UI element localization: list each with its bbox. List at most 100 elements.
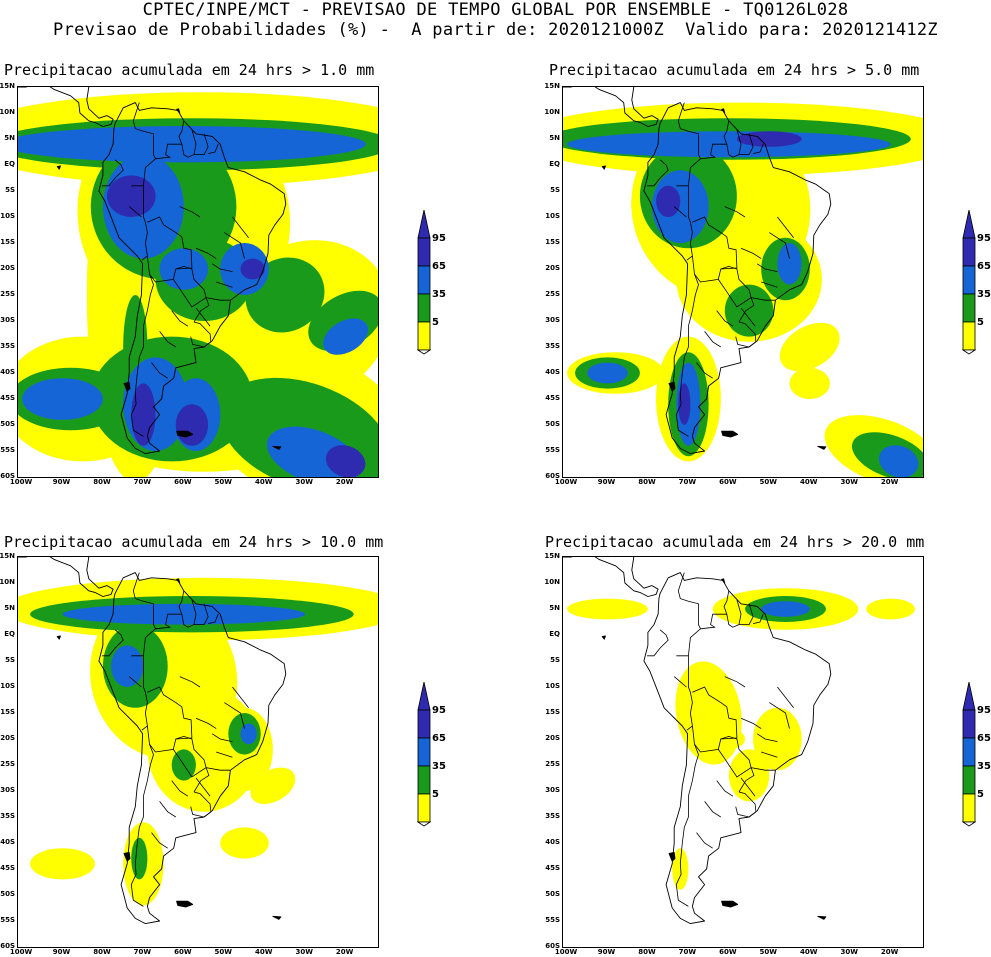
country-border <box>677 102 701 186</box>
prob-c5-area <box>675 661 742 765</box>
central-america-coast <box>18 87 114 127</box>
prob-c65-area <box>777 243 802 285</box>
country-border <box>756 733 778 742</box>
prob-c5-area <box>30 848 95 880</box>
map-canvas <box>18 87 378 477</box>
lon-label: 50W <box>214 478 233 486</box>
country-border <box>132 572 156 656</box>
colorbar-label: 95 <box>432 233 446 244</box>
lat-label: 25S <box>545 760 560 768</box>
prob-c65-area <box>159 248 209 290</box>
lon-label: 90W <box>52 478 71 486</box>
country-border <box>102 159 124 187</box>
probability-map <box>562 556 924 948</box>
lat-label: 5N <box>4 134 15 142</box>
lat-label: 55S <box>545 916 560 924</box>
lat-label: 50S <box>545 890 560 898</box>
country-border <box>724 206 746 218</box>
figure-subtitle: Previsao de Probabilidades (%) - A parti… <box>53 20 938 40</box>
lon-label: 20W <box>880 948 899 956</box>
island <box>56 635 61 640</box>
colorbar: 95 65 35 5 <box>961 209 991 359</box>
country-border <box>147 216 193 283</box>
lat-label: 30S <box>545 316 560 324</box>
country-border <box>130 274 154 437</box>
panel-title: Precipitacao acumulada em 24 hrs > 5.0 m… <box>549 61 920 79</box>
prob-c5-area <box>779 322 840 372</box>
island <box>721 108 726 114</box>
lat-label: 25S <box>0 760 15 768</box>
lat-label: 45S <box>0 394 15 402</box>
lon-label: 100W <box>9 478 33 486</box>
country-border <box>216 751 233 758</box>
lat-label: 15N <box>0 552 15 560</box>
island <box>668 381 676 392</box>
country-border <box>717 735 752 778</box>
lat-label: 25S <box>0 290 15 298</box>
country-border <box>704 801 722 818</box>
colorbar: 95 65 35 5 <box>416 681 446 831</box>
island <box>817 445 827 450</box>
country-border <box>195 247 217 259</box>
island <box>56 165 61 170</box>
lon-label: 30W <box>840 948 858 956</box>
colorbar-bottom-triangle <box>416 821 432 827</box>
colorbar-c95-swatch <box>417 237 431 267</box>
country-border <box>740 247 762 259</box>
probability-map <box>17 86 379 478</box>
island <box>176 900 194 908</box>
country-border <box>232 216 249 239</box>
colorbar-svg <box>961 209 977 355</box>
prob-c5-area <box>250 767 296 804</box>
country-border <box>761 281 778 288</box>
colorbar-label: 5 <box>432 789 439 800</box>
lat-label: 45S <box>0 864 15 872</box>
probability-map <box>17 556 379 948</box>
country-border <box>224 702 245 729</box>
lon-label: 50W <box>759 948 778 956</box>
island <box>123 381 131 392</box>
country-border <box>673 206 687 218</box>
map-canvas <box>563 87 923 477</box>
prob-c95-area <box>107 175 156 217</box>
lat-label: 40S <box>0 368 15 376</box>
country-border <box>704 331 722 348</box>
lat-label: 25S <box>545 290 560 298</box>
country-border <box>131 185 148 261</box>
lat-label: 35S <box>545 342 560 350</box>
country-border <box>208 144 219 154</box>
colorbar-c35-swatch <box>417 293 431 323</box>
country-border <box>232 686 249 709</box>
lat-label: 60S <box>545 472 560 480</box>
island <box>721 900 739 908</box>
island <box>817 915 827 920</box>
lat-label: 60S <box>545 942 560 950</box>
lat-label: EQ <box>4 630 15 638</box>
country-border <box>159 801 177 818</box>
colorbar-c65-swatch <box>962 265 976 295</box>
country-border <box>128 676 142 688</box>
lat-label: 15N <box>544 552 560 560</box>
lat-label: EQ <box>549 630 560 638</box>
country-border <box>171 780 189 797</box>
colorbar: 95 65 35 5 <box>961 681 991 831</box>
colorbar-c95-swatch <box>417 709 431 739</box>
country-border <box>777 216 794 239</box>
lat-label: 60S <box>0 472 15 480</box>
prob-c5-area <box>567 598 648 620</box>
colorbar-label: 35 <box>977 289 991 300</box>
country-border <box>738 767 755 793</box>
country-border <box>716 310 734 327</box>
country-border <box>739 133 754 155</box>
colorbar-c5-swatch <box>962 793 976 823</box>
lat-label: 45S <box>545 394 560 402</box>
lat-label: 20S <box>0 264 15 272</box>
colorbar-c65-swatch <box>962 737 976 767</box>
lat-label: 50S <box>0 890 15 898</box>
prob-c65-area <box>761 601 810 617</box>
lon-label: 30W <box>840 478 858 486</box>
prob-c5-area <box>220 827 269 859</box>
coastlines <box>18 87 287 455</box>
lat-label: 40S <box>0 838 15 846</box>
country-border <box>716 780 734 797</box>
